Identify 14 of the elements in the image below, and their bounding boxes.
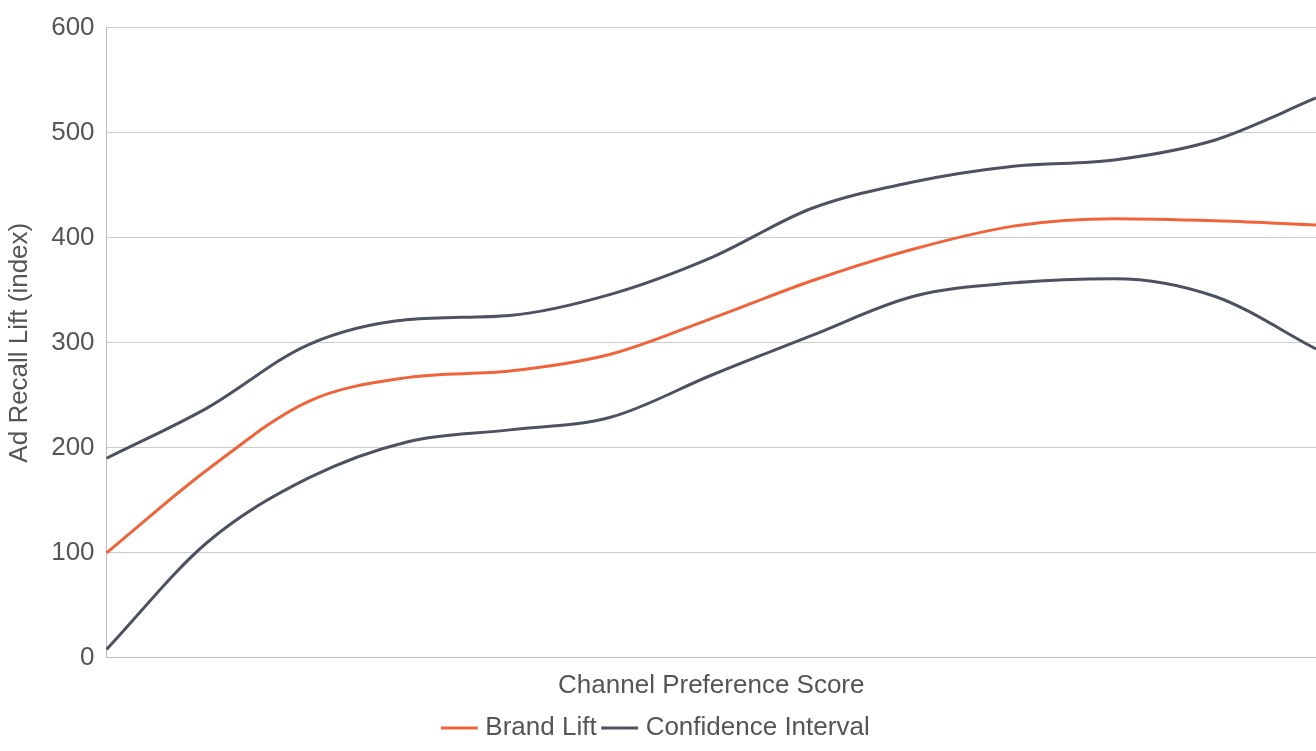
legend-label: Confidence Interval — [645, 711, 870, 742]
y-tick-label: 400 — [51, 220, 95, 251]
y-tick-label: 500 — [51, 115, 95, 146]
y-axis-title: Ad Recall Lift (index) — [2, 222, 33, 463]
y-tick-label: 0 — [80, 640, 95, 671]
y-tick-label: 200 — [51, 430, 95, 461]
legend-label: Brand Lift — [485, 711, 598, 742]
line-series — [105, 96, 1316, 460]
line-series — [105, 217, 1316, 555]
line-series — [105, 277, 1316, 651]
y-tick-label: 300 — [51, 325, 95, 356]
y-tick-label: 600 — [51, 10, 95, 41]
x-axis-title: Channel Preference Score — [558, 668, 865, 699]
y-tick-label: 100 — [51, 535, 95, 566]
